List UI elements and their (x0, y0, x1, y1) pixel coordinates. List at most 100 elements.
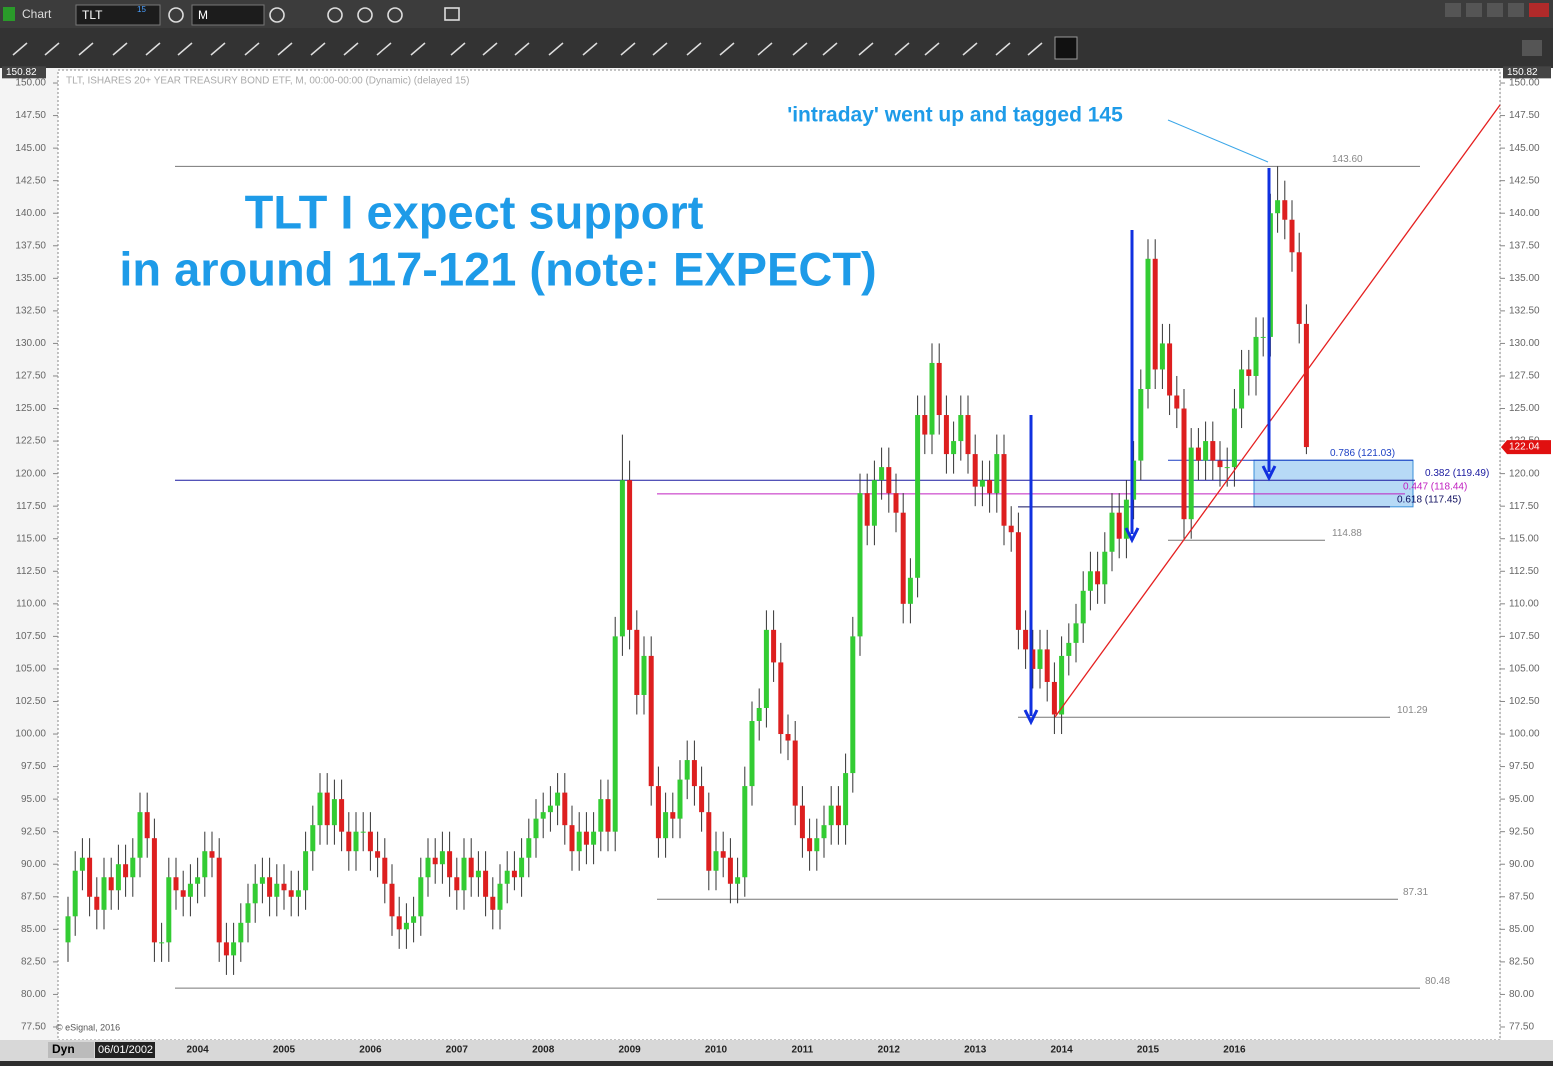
tool-icon[interactable] (277, 42, 293, 56)
comment-icon[interactable] (444, 7, 460, 21)
y-tick-label: 112.50 (1509, 566, 1539, 577)
candle-body (483, 870, 489, 897)
candle-body (972, 454, 978, 487)
candle-body (749, 721, 755, 787)
tool-icon[interactable] (376, 42, 392, 56)
candle-body (562, 792, 568, 826)
y-tick-label: 150.00 (15, 78, 46, 89)
y-tick-label: 140.00 (1509, 208, 1540, 219)
tool-icon[interactable] (1027, 42, 1043, 56)
candle-body (411, 916, 417, 923)
y-tick-label: 107.50 (15, 631, 46, 642)
magnet-button[interactable] (1054, 36, 1078, 60)
minimize-button[interactable] (1466, 3, 1482, 17)
tool-icon[interactable] (894, 42, 910, 56)
candle-body (670, 812, 676, 819)
fib-label: 0.786 (121.03) (1330, 448, 1395, 459)
last-price-label: 122.04 (1509, 442, 1540, 453)
candle-body (763, 629, 769, 708)
candle-body (1188, 447, 1194, 520)
candle-body (173, 877, 179, 891)
candle-body (713, 851, 719, 871)
clock-icon[interactable] (269, 7, 285, 23)
tool-icon[interactable] (686, 42, 702, 56)
help-button[interactable] (1445, 3, 1461, 17)
zoom-icon[interactable] (387, 7, 403, 23)
tool-icon[interactable] (620, 42, 636, 56)
y-tick-label: 82.50 (21, 957, 46, 968)
candle-body (403, 922, 409, 930)
tool-icon[interactable] (719, 42, 735, 56)
mode: Dyn (52, 1042, 75, 1056)
y-tick-label: 115.00 (1509, 533, 1539, 544)
candle-body (540, 812, 546, 819)
y-tick-label: 92.50 (1509, 826, 1534, 837)
fib-label: 0.382 (119.49) (1425, 468, 1489, 479)
candle-body (447, 851, 453, 878)
candle-body (1159, 343, 1165, 370)
tool-icon[interactable] (78, 42, 94, 56)
tool-icon[interactable] (652, 42, 668, 56)
y-tick-label: 135.00 (1509, 273, 1540, 284)
tool-icon[interactable] (145, 42, 161, 56)
candle-body (828, 805, 834, 826)
candle-body (1044, 649, 1050, 682)
tool-icon[interactable] (995, 42, 1011, 56)
candle-body (1203, 441, 1209, 461)
tool-icon[interactable] (924, 42, 940, 56)
y-tick-label: 145.00 (1509, 143, 1540, 154)
mode-box[interactable] (48, 1042, 94, 1058)
candle-body (497, 883, 503, 910)
candle-body (1239, 369, 1245, 409)
panel-button[interactable] (1522, 40, 1542, 56)
tool-icon[interactable] (822, 42, 838, 56)
tool-icon[interactable] (210, 42, 226, 56)
tool-icon[interactable] (44, 42, 60, 56)
candle-body (1037, 649, 1043, 669)
candle-body (576, 831, 582, 852)
tool-icon[interactable] (112, 42, 128, 56)
restore-button[interactable] (1508, 3, 1524, 17)
candle-body (677, 779, 683, 819)
tool-icon[interactable] (450, 42, 466, 56)
candle-body (346, 831, 352, 852)
candle-body (367, 831, 373, 852)
tool-icon[interactable] (410, 42, 426, 56)
candle-body (202, 851, 208, 878)
candle-body (425, 857, 431, 878)
candle-body (295, 890, 301, 897)
y-tick-label: 140.00 (15, 208, 46, 219)
tool-icon[interactable] (858, 42, 874, 56)
tool-icon[interactable] (482, 42, 498, 56)
tool-icon[interactable] (244, 42, 260, 56)
arrow-head (1023, 709, 1039, 726)
refresh-icon[interactable] (327, 7, 343, 23)
candle-body (663, 812, 669, 839)
chart-header: TLT, ISHARES 20+ YEAR TREASURY BOND ETF,… (66, 76, 469, 87)
tool-icon[interactable] (792, 42, 808, 56)
candle-body (144, 812, 150, 839)
x-tick-label: 2016 (1223, 1045, 1246, 1056)
candle-body (965, 415, 971, 455)
y-tick-label: 80.00 (21, 989, 46, 1000)
play-icon[interactable] (357, 7, 373, 23)
tool-icon[interactable] (514, 42, 530, 56)
candle-body (468, 857, 474, 878)
tool-icon[interactable] (310, 42, 326, 56)
interval-box[interactable] (191, 4, 265, 26)
tool-icon[interactable] (757, 42, 773, 56)
tool-icon[interactable] (343, 42, 359, 56)
tool-icon[interactable] (962, 42, 978, 56)
symbol-box[interactable] (75, 4, 161, 26)
y-tick-label: 97.50 (21, 761, 46, 772)
candle-body (65, 916, 71, 943)
last-price-tag (1501, 440, 1551, 455)
tool-icon[interactable] (548, 42, 564, 56)
maximize-button[interactable] (1487, 3, 1503, 17)
candle-body (87, 857, 93, 897)
close-button[interactable] (1529, 3, 1549, 17)
tool-icon[interactable] (177, 42, 193, 56)
tool-icon[interactable] (12, 42, 28, 56)
settings-icon[interactable] (168, 7, 184, 23)
tool-icon[interactable] (582, 42, 598, 56)
